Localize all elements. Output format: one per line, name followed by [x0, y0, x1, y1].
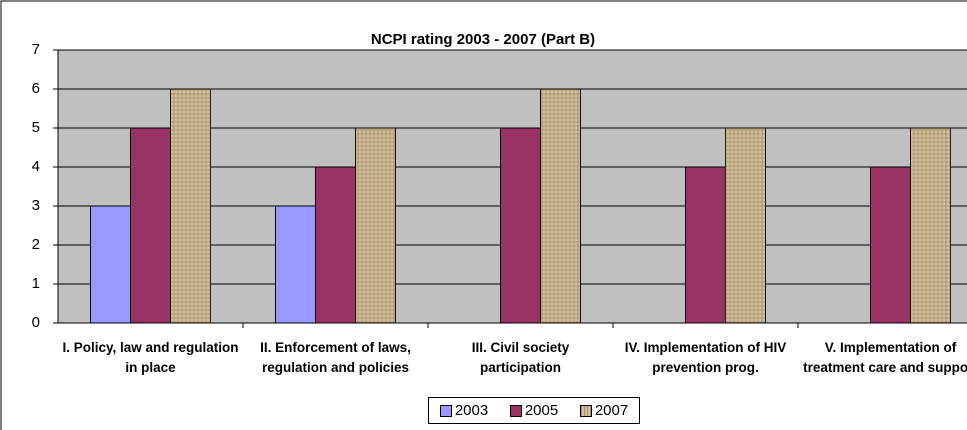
bar	[685, 166, 726, 324]
bar	[130, 127, 171, 324]
y-tick-label: 6	[32, 80, 40, 97]
bar	[870, 166, 911, 324]
legend-label: 2005	[524, 402, 559, 419]
bar	[170, 88, 211, 324]
y-tick-label: 5	[32, 119, 40, 136]
legend: 2003 2005 2007	[428, 397, 640, 424]
bar	[355, 127, 396, 324]
legend-swatch	[509, 405, 522, 418]
legend-item: 2005	[509, 402, 559, 419]
y-tick-label: 7	[32, 41, 40, 58]
bar	[90, 205, 131, 324]
bar	[275, 205, 316, 324]
y-tick-label: 3	[32, 197, 40, 214]
x-tick-label: I. Policy, law and regulation in place	[62, 340, 239, 375]
legend-swatch	[579, 405, 592, 418]
legend-item: 2003	[439, 402, 489, 419]
y-tick-label: 2	[32, 236, 40, 253]
y-tick-label: 0	[32, 314, 40, 331]
bar	[500, 127, 541, 324]
y-tick-label: 1	[32, 275, 40, 292]
legend-item: 2007	[579, 402, 629, 419]
y-tick-label: 4	[32, 158, 40, 175]
legend-label: 2007	[594, 402, 629, 419]
bar	[315, 166, 356, 324]
legend-label: 2003	[454, 402, 489, 419]
legend-swatch	[439, 405, 452, 418]
x-tick-label: III. Civil society participation	[471, 340, 570, 375]
x-tick-label: V. Implementation of treatment care and …	[803, 340, 967, 375]
chart-title: NCPI rating 2003 - 2007 (Part B)	[371, 31, 595, 48]
x-tick-label: IV. Implementation of HIV prevention pro…	[624, 340, 787, 375]
bar	[910, 127, 951, 324]
bar	[540, 88, 581, 324]
bar	[725, 127, 766, 324]
x-tick-label: II. Enforcement of laws, regulation and …	[260, 340, 411, 375]
